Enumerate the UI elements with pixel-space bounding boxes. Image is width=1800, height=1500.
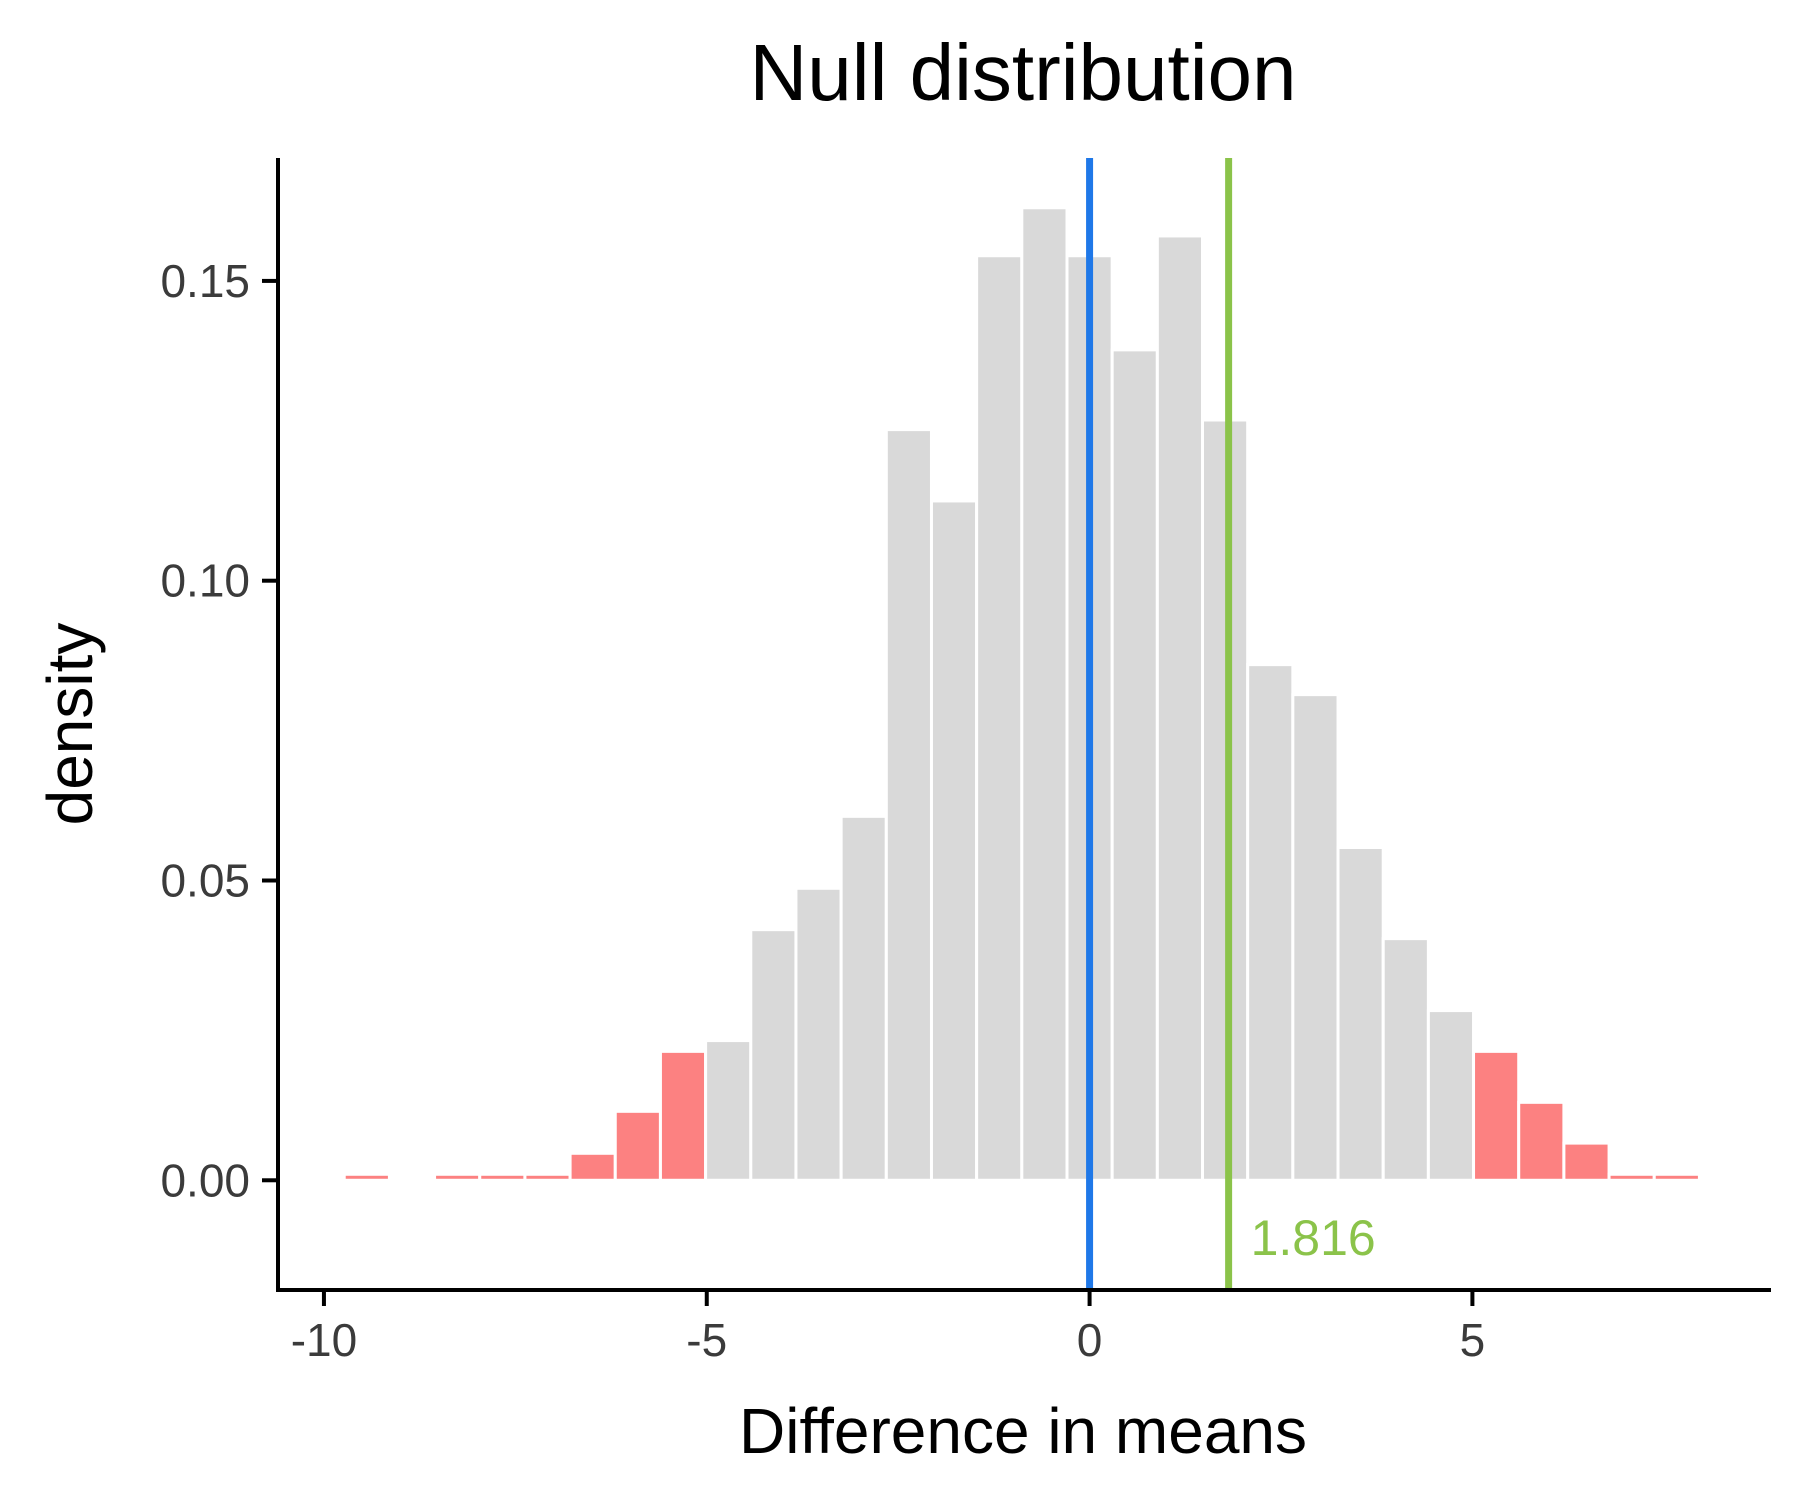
y-tick-label: 0.00 — [160, 1154, 250, 1206]
histogram-bar — [1336, 846, 1385, 1182]
histogram-bar — [1652, 1172, 1701, 1182]
observed-statistic-label: 1.816 — [1251, 1210, 1376, 1266]
histogram-bar — [1291, 693, 1340, 1182]
y-axis-title: density — [34, 623, 106, 826]
histogram-bar — [1426, 1009, 1476, 1182]
histogram-bar — [704, 1039, 753, 1182]
histogram-bar — [1201, 418, 1250, 1182]
histogram-bar — [342, 1172, 391, 1182]
histogram-bar — [523, 1172, 572, 1182]
histogram-bar — [478, 1172, 527, 1182]
histogram-bar — [1246, 663, 1295, 1182]
histogram-bar — [794, 886, 843, 1182]
x-axis: -10 -5 0 5 — [276, 1288, 1771, 1366]
histogram-bar — [1020, 206, 1069, 1182]
histogram-bar — [1110, 348, 1159, 1182]
histogram-bar — [1381, 937, 1430, 1182]
reference-lines: 1.816 — [1086, 158, 1376, 1288]
y-axis: 0.00 0.05 0.10 0.15 — [160, 158, 280, 1292]
x-axis-title: Difference in means — [739, 1395, 1307, 1467]
histogram-bar — [658, 1049, 708, 1182]
histogram-bar — [1472, 1049, 1521, 1182]
histogram-bar — [613, 1109, 662, 1182]
histogram-bar — [568, 1151, 617, 1182]
y-tick-label: 0.05 — [160, 854, 250, 906]
histogram-bar — [975, 254, 1024, 1182]
histogram-bars — [342, 206, 1701, 1182]
x-tick-label: -5 — [686, 1314, 727, 1366]
histogram-bar — [929, 499, 979, 1182]
histogram-bar — [884, 428, 933, 1182]
histogram-bar — [1517, 1100, 1566, 1182]
x-tick-label: -10 — [291, 1314, 357, 1366]
histogram-bar — [1155, 234, 1205, 1182]
chart-title: Null distribution — [750, 28, 1297, 117]
histogram-bar — [1562, 1141, 1611, 1182]
y-tick-label: 0.15 — [160, 255, 250, 307]
y-tick-label: 0.10 — [160, 555, 250, 607]
histogram-bar — [749, 928, 798, 1182]
histogram-bar — [1607, 1172, 1656, 1182]
x-tick-label: 5 — [1460, 1314, 1486, 1366]
x-tick-label: 0 — [1077, 1314, 1103, 1366]
histogram-bar — [433, 1172, 482, 1182]
histogram-bar — [839, 814, 888, 1182]
